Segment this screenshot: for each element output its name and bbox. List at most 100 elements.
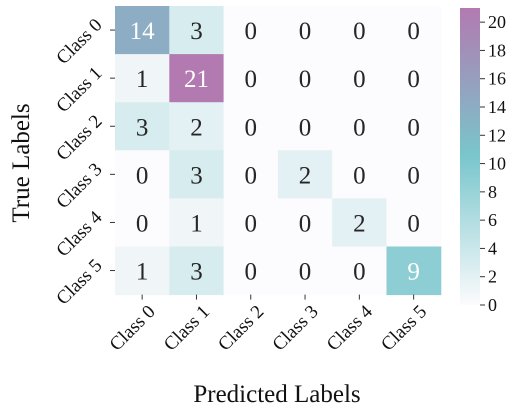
cell-value-label: 0 — [245, 259, 258, 286]
colorbar-tick-label: 6 — [488, 210, 497, 230]
cell-value-label: 0 — [299, 114, 312, 141]
x-tick-label: Class 0 — [106, 301, 160, 355]
colorbar-tick-label: 14 — [488, 97, 506, 117]
heatmap-cell — [169, 150, 225, 199]
heatmap-cell — [169, 6, 225, 55]
heatmap-cell — [169, 54, 225, 103]
colorbar-ticks: 0 2 4 6 8 10 12 14 16 18 20 — [480, 12, 506, 315]
cell-value-label: 1 — [136, 259, 149, 286]
heatmap-cell — [332, 246, 387, 296]
cell-value-label: 2 — [353, 210, 366, 237]
heatmap-cell — [115, 6, 170, 55]
heatmap-cell — [223, 150, 279, 199]
cell-value-label: 2 — [190, 114, 203, 141]
cell-value-label: 0 — [245, 162, 258, 189]
cell-value-label: 0 — [136, 210, 149, 237]
heatmap-cell — [386, 246, 442, 296]
cell-value-label: 3 — [190, 18, 203, 45]
heatmap-cell — [332, 198, 387, 247]
cell-value-label: 0 — [245, 114, 258, 141]
heatmap-cell — [386, 6, 442, 55]
x-axis-ticks: Class 0 Class 1 Class 2 Class 3 Class 4 Class… — [106, 294, 431, 355]
cell-value-label: 9 — [407, 259, 420, 286]
heatmap-cell — [332, 150, 387, 199]
x-tick-label: Class 2 — [214, 301, 268, 355]
y-tick-label: Class 1 — [52, 63, 106, 117]
cell-value-label: 0 — [299, 259, 312, 286]
heatmap-cell — [115, 54, 170, 103]
colorbar-tick-label: 10 — [488, 154, 506, 174]
heatmap-cell — [277, 54, 333, 103]
cell-value-label: 0 — [407, 162, 420, 189]
y-tick-label: Class 4 — [52, 207, 106, 261]
heatmap-cell — [277, 150, 333, 199]
cell-value-label: 3 — [190, 162, 203, 189]
cell-value-label: 1 — [136, 66, 149, 93]
cell-value-label: 0 — [299, 66, 312, 93]
heatmap-cell — [223, 246, 279, 296]
heatmap-cell — [115, 150, 170, 199]
cell-value-label: 0 — [299, 210, 312, 237]
cell-value-label: 0 — [407, 210, 420, 237]
heatmap-cell — [277, 246, 333, 296]
heatmap-cell — [386, 198, 442, 247]
heatmap-cell — [277, 6, 333, 55]
cell-value-label: 14 — [130, 18, 156, 45]
colorbar-gradient — [460, 8, 480, 305]
heatmap-cell — [169, 198, 225, 247]
heatmap-cell — [115, 246, 170, 296]
heatmap-cell — [223, 102, 279, 151]
cell-value-label: 0 — [407, 66, 420, 93]
colorbar-tick-label: 18 — [488, 40, 506, 60]
x-tick-label: Class 1 — [160, 301, 214, 355]
x-tick-label: Class 5 — [377, 301, 431, 355]
cell-value-label: 0 — [407, 18, 420, 45]
heatmap-cell — [223, 198, 279, 247]
cell-value-label: 0 — [245, 210, 258, 237]
y-tick-label: Class 3 — [52, 159, 106, 213]
heatmap-cell — [386, 54, 442, 103]
cell-value-label: 21 — [184, 66, 209, 93]
heatmap-cell — [386, 102, 442, 151]
cell-value-label: 0 — [353, 114, 366, 141]
cell-value-label: 3 — [136, 114, 149, 141]
heatmap-cell — [386, 150, 442, 199]
colorbar-tick-label: 0 — [488, 295, 497, 315]
cell-value-label: 0 — [353, 259, 366, 286]
cell-value-label: 0 — [407, 114, 420, 141]
cell-value-label: 0 — [353, 162, 366, 189]
colorbar-tick-label: 4 — [488, 238, 497, 258]
heatmap-cell — [169, 102, 225, 151]
heatmap-cell — [115, 102, 170, 151]
cell-value-label: 3 — [190, 259, 203, 286]
y-tick-label: Class 5 — [52, 255, 106, 309]
heatmap-cell — [277, 102, 333, 151]
heatmap-cell — [169, 246, 225, 296]
cell-value-label: 0 — [353, 18, 366, 45]
heatmap-cell — [115, 198, 170, 247]
cell-value-label: 1 — [190, 210, 203, 237]
heatmap-cell-labels: 14 3 0 0 0 0 1 21 0 0 0 0 3 2 0 0 0 0 0 3 0 2 0 0 0 1 0 0 2 0 1 3 0 0 0 9 — [130, 18, 420, 286]
x-axis-label: Predicted Labels — [193, 381, 360, 408]
cell-value-label: 2 — [299, 162, 312, 189]
colorbar-tick-label: 8 — [488, 182, 497, 202]
heatmap-cells — [115, 6, 442, 296]
x-tick-label: Class 3 — [269, 301, 323, 355]
cell-value-label: 0 — [245, 66, 258, 93]
y-tick-label: Class 0 — [52, 15, 106, 69]
heatmap-cell — [277, 198, 333, 247]
heatmap-cell — [332, 102, 387, 151]
heatmap-cell — [332, 6, 387, 55]
colorbar-tick-label: 16 — [488, 69, 506, 89]
cell-value-label: 0 — [299, 18, 312, 45]
y-axis-label: True Labels — [8, 103, 35, 222]
cell-value-label: 0 — [353, 66, 366, 93]
heatmap-cell — [332, 54, 387, 103]
y-tick-label: Class 2 — [52, 111, 106, 165]
cell-value-label: 0 — [136, 162, 149, 189]
colorbar-tick-label: 20 — [488, 12, 506, 32]
heatmap-cell — [223, 6, 279, 55]
colorbar — [460, 8, 480, 305]
